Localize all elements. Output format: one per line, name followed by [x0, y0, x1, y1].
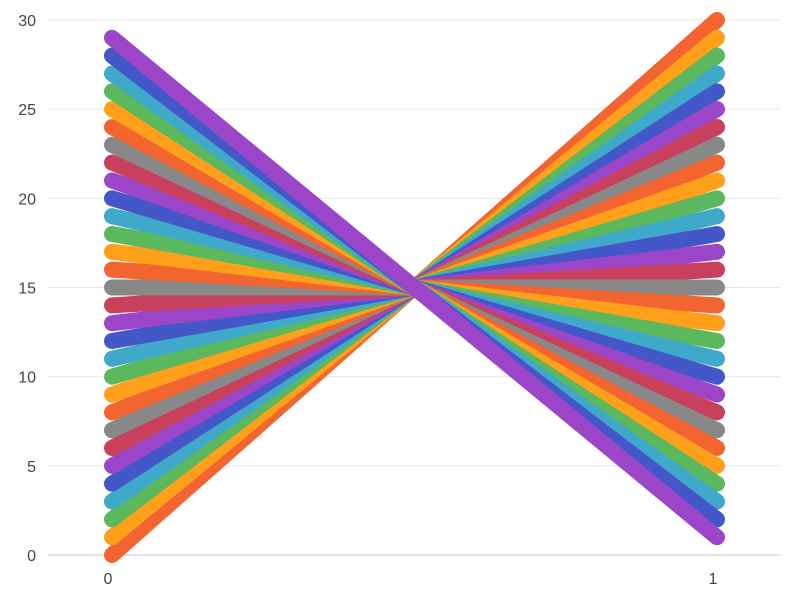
- chart-series: [104, 12, 725, 563]
- x-tick-label: 0: [104, 571, 113, 588]
- y-axis: 0 5 10 15 20 25 30: [18, 13, 36, 565]
- y-tick-label: 5: [27, 459, 36, 476]
- y-tick-label: 0: [27, 548, 36, 565]
- series-line-29: [104, 29, 725, 546]
- y-tick-label: 15: [18, 281, 36, 298]
- y-tick-label: 20: [18, 191, 36, 208]
- y-tick-label: 10: [18, 370, 36, 387]
- y-tick-label: 30: [18, 13, 36, 30]
- y-tick-label: 25: [18, 102, 36, 119]
- x-tick-label: 1: [709, 571, 718, 588]
